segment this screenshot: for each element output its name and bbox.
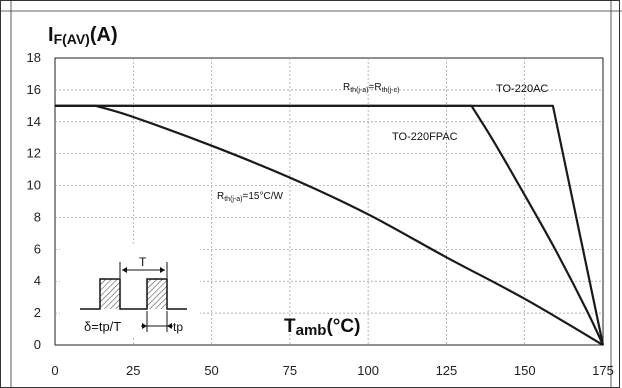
x-axis-title-sub: amb	[296, 322, 327, 339]
series-group	[55, 104, 605, 346]
annotation-rth-15-sub: th(j-a)	[224, 196, 242, 203]
y-tick-label-0: 0	[34, 337, 41, 352]
annotation-rth-15: Rth(j-a)=15°C/W	[217, 191, 283, 203]
y-axis-title-main: I	[48, 24, 54, 46]
inset-period-label: T	[139, 255, 147, 269]
inset-period-arrowhead-left	[122, 267, 127, 273]
annotation-rth-equal: Rth(j-a)=Rth(j-c)	[343, 82, 399, 94]
x-axis-title: Tamb(°C)	[284, 316, 360, 339]
inset-tp-arrowhead-left	[142, 323, 147, 329]
y-tick-label-4: 4	[34, 273, 41, 288]
y-tick-label-18: 18	[27, 50, 41, 65]
y-tick-label-8: 8	[34, 209, 41, 224]
x-axis-title-unit: (°C)	[326, 316, 360, 337]
inset-pulse-1	[100, 279, 120, 309]
series-line-to220fpac	[55, 104, 604, 346]
x-tick-label-75: 75	[283, 363, 297, 378]
inset-tp-arrowhead-right	[167, 323, 172, 329]
inset-duty-label: δ=tp/T	[84, 319, 121, 334]
y-tick-label-6: 6	[34, 241, 41, 256]
x-axis-title-main: T	[284, 316, 296, 337]
y-axis-title: IF(AV)(A)	[48, 24, 118, 47]
y-axis-title-unit: (A)	[90, 24, 118, 46]
grid	[55, 58, 603, 345]
annotation-rth-equal-sub1: th(j-a)	[350, 87, 368, 94]
annotation-rth-equal-pre: R	[343, 82, 350, 93]
inset-pulse-2	[147, 279, 167, 309]
x-tick-label-100: 100	[357, 363, 379, 378]
annotation-rth-equal-mid: =R	[369, 82, 382, 93]
annotation-to220fpac: TO-220FPAC	[392, 131, 458, 143]
x-axis-ticks: 0 25 50 75 100 125 150 175	[51, 363, 613, 378]
y-tick-label-12: 12	[27, 146, 41, 161]
inset-background	[60, 246, 200, 338]
x-tick-label-50: 50	[204, 363, 218, 378]
x-tick-label-0: 0	[51, 363, 58, 378]
x-tick-label-125: 125	[436, 363, 458, 378]
series-line-rth-15	[55, 104, 604, 346]
y-tick-label-14: 14	[27, 114, 41, 129]
inset-tp-label: tp	[173, 320, 183, 334]
inset-pulse-waveform	[80, 278, 187, 310]
inset-pulse-diagram: T δ=tp/T tp	[60, 246, 200, 338]
y-tick-label-16: 16	[27, 82, 41, 97]
x-tick-label-150: 150	[514, 363, 536, 378]
y-axis-title-sub: F(AV)	[54, 31, 90, 47]
annotation-rth-equal-sub2: th(j-c)	[382, 87, 400, 94]
y-axis-ticks: 0 2 4 6 8 10 12 14 16 18	[27, 50, 41, 352]
y-tick-label-10: 10	[27, 178, 41, 193]
x-tick-label-175: 175	[592, 363, 614, 378]
annotation-rth-15-pre: R	[217, 191, 224, 202]
inset-period-arrowhead-right	[160, 267, 165, 273]
y-tick-label-2: 2	[34, 305, 41, 320]
annotation-to220ac: TO-220AC	[496, 83, 548, 95]
annotation-rth-15-post: =15°C/W	[243, 191, 284, 202]
x-tick-label-25: 25	[126, 363, 140, 378]
